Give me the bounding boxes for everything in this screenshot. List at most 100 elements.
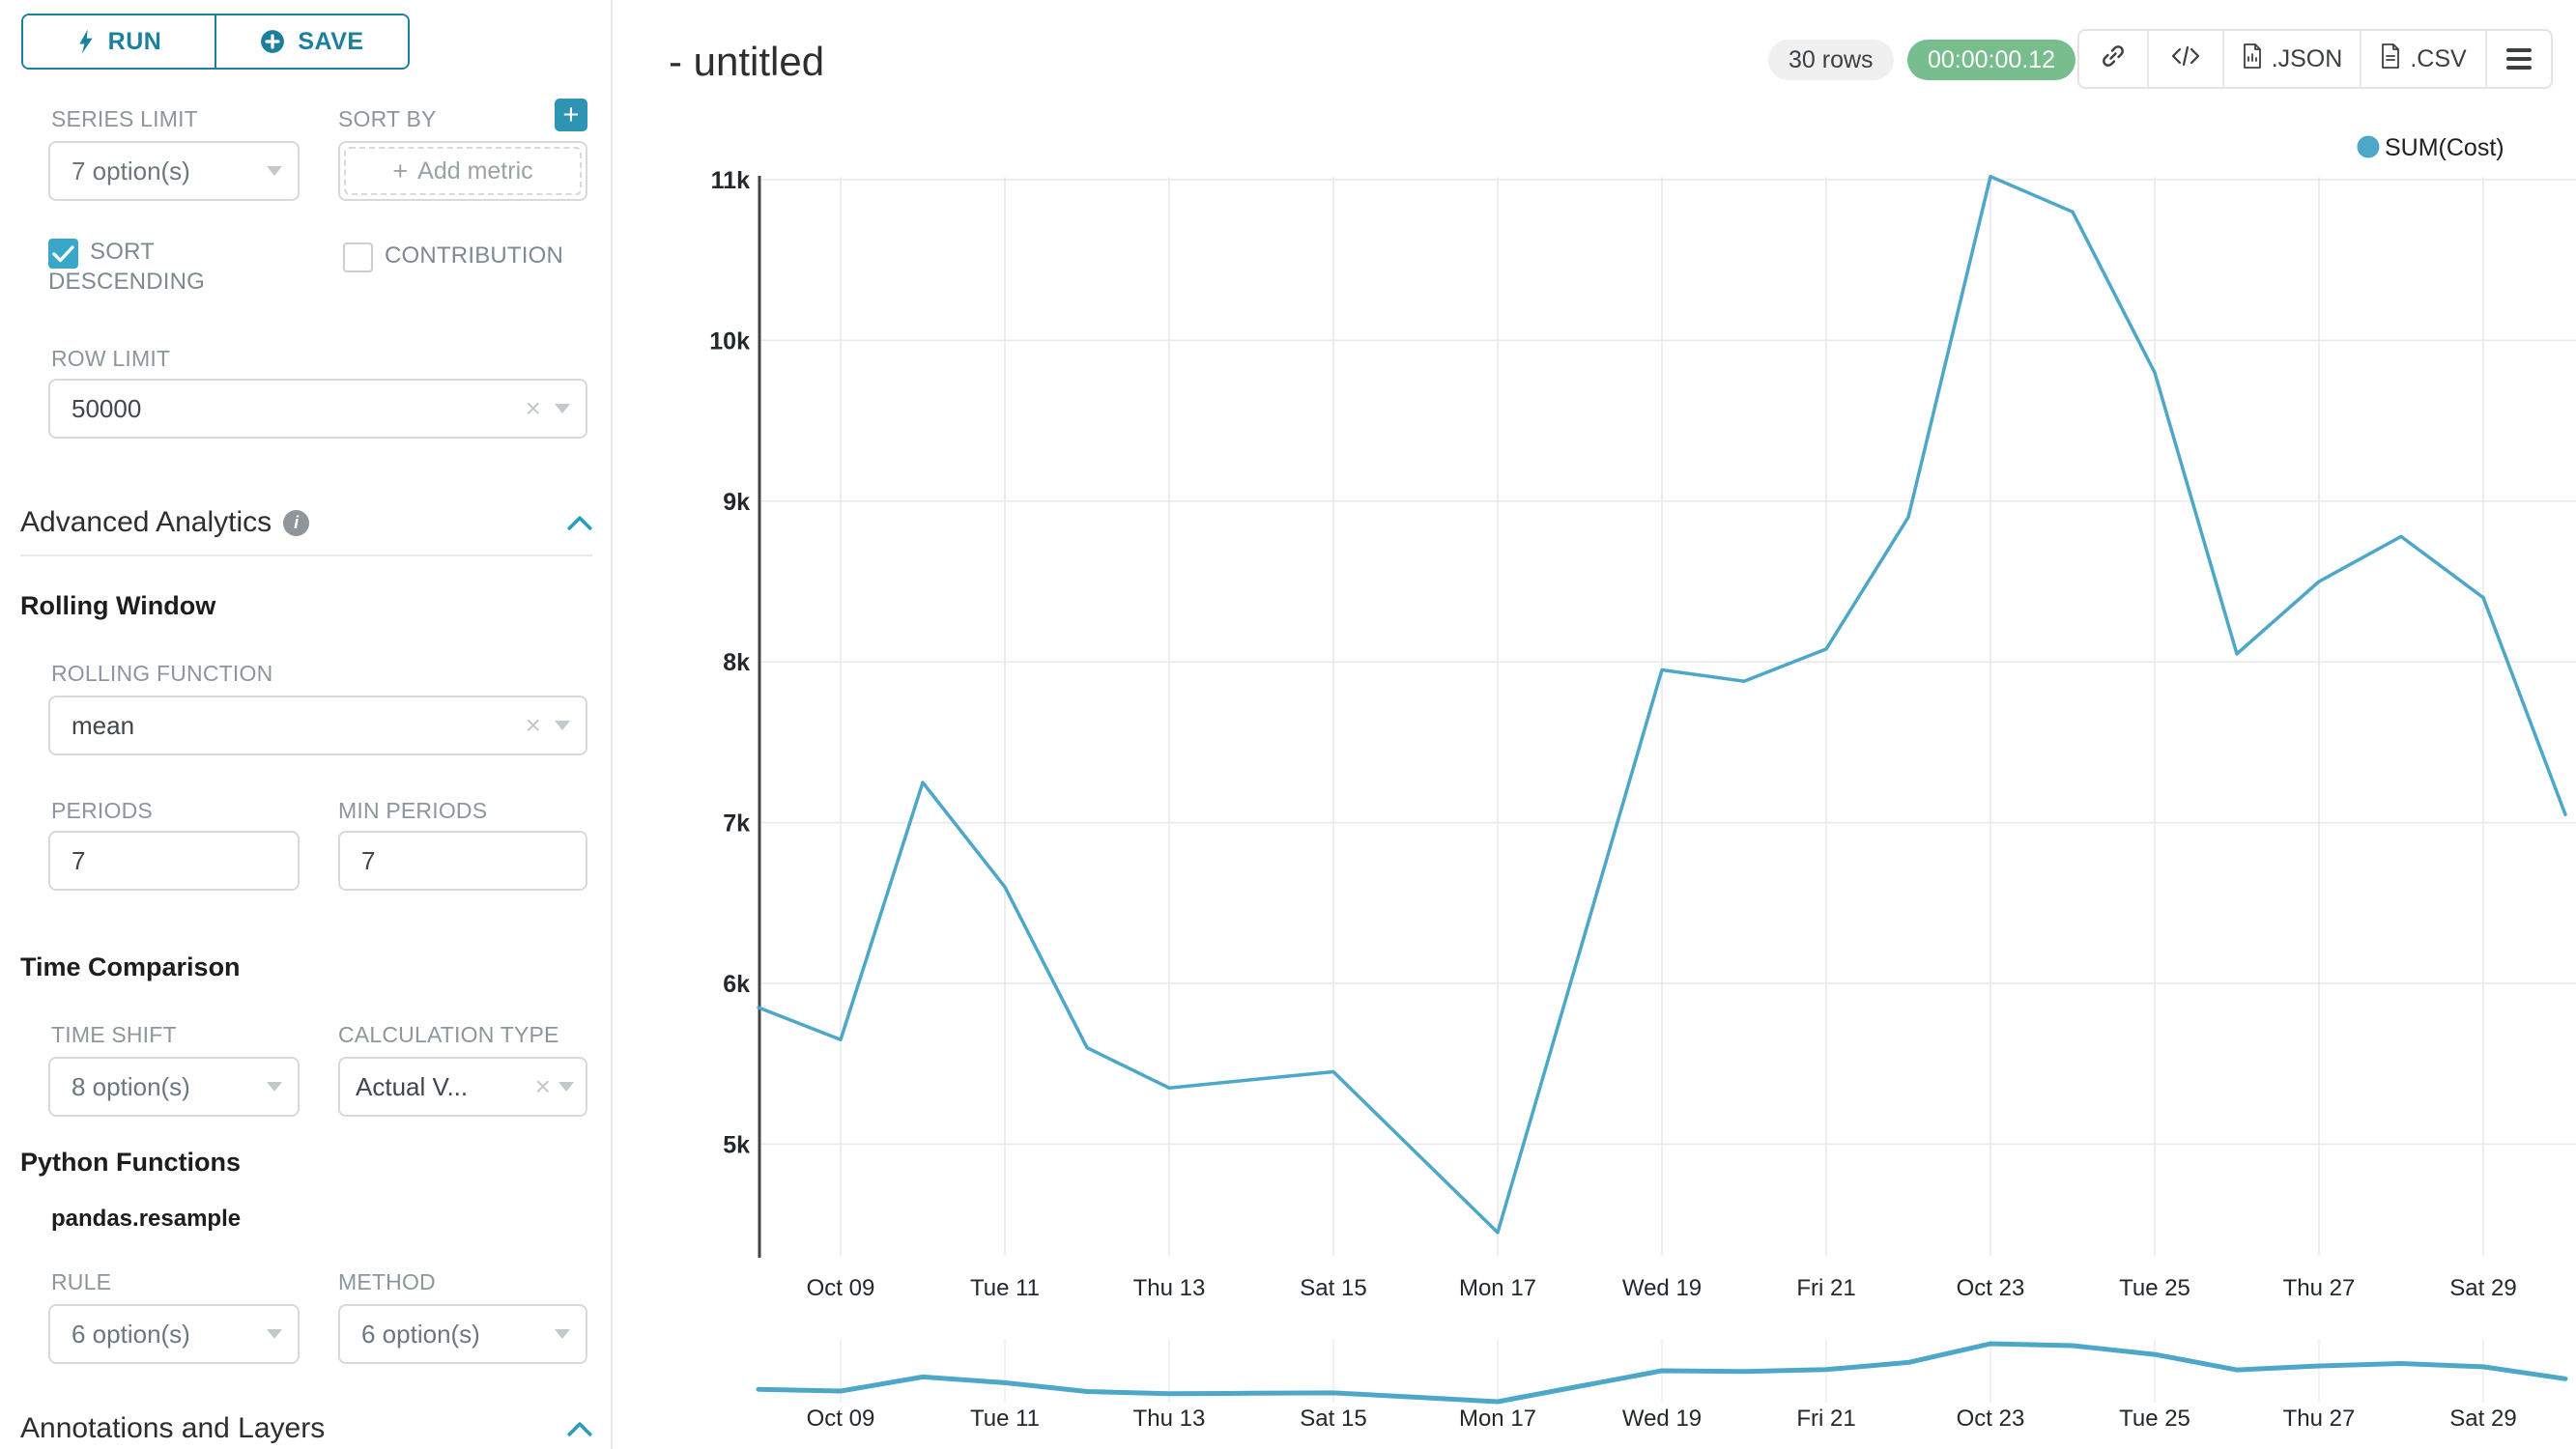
export-json-label: .JSON (2271, 44, 2343, 72)
hamburger-menu-icon (2506, 48, 2532, 70)
svg-text:Wed 19: Wed 19 (1622, 1406, 1702, 1432)
checkbox-checked-icon (48, 239, 78, 269)
svg-text:10k: 10k (709, 327, 750, 355)
rows-count-badge: 30 rows (1768, 40, 1894, 80)
svg-text:Oct 09: Oct 09 (807, 1275, 875, 1301)
row-limit-label: ROW LIMIT (51, 346, 171, 371)
code-icon (2171, 44, 2200, 74)
run-button-label: RUN (107, 27, 162, 55)
lightning-bolt-icon (76, 27, 96, 56)
sort-descending-checkbox[interactable]: SORT DESCENDING (48, 237, 232, 297)
svg-text:Wed 19: Wed 19 (1622, 1275, 1702, 1301)
x-axis-labels: Oct 09 Tue 11 Thu 13 Sat 15 Mon 17 Wed 19 Fri … (807, 1275, 2517, 1301)
svg-text:Tue 11: Tue 11 (970, 1275, 1040, 1301)
horizontal-gridlines (759, 179, 2576, 1146)
chevron-down-icon (267, 1329, 282, 1339)
min-periods-input[interactable]: 7 (338, 831, 587, 891)
svg-text:Fri 21: Fri 21 (1796, 1406, 1855, 1432)
method-select[interactable]: 6 option(s) (338, 1304, 587, 1364)
chart-title[interactable]: - untitled (669, 39, 825, 84)
svg-text:Sat 15: Sat 15 (1300, 1275, 1366, 1301)
sort-by-label: SORT BY (338, 106, 437, 131)
plus-circle-icon (260, 29, 285, 54)
advanced-analytics-title: Advanced Analytics (20, 506, 272, 538)
method-value: 6 option(s) (361, 1319, 480, 1349)
section-divider (20, 554, 592, 556)
json-file-icon (2242, 43, 2263, 75)
svg-text:Sat 29: Sat 29 (2449, 1406, 2516, 1432)
pandas-resample-title: pandas.resample (51, 1206, 242, 1232)
clear-icon[interactable]: × (525, 710, 541, 740)
periods-value: 7 (72, 845, 86, 875)
save-button-label: SAVE (298, 27, 364, 55)
svg-text:6k: 6k (723, 971, 750, 998)
rolling-function-select[interactable]: mean × (48, 696, 587, 755)
vertical-gridlines (840, 177, 2484, 1256)
time-shift-label: TIME SHIFT (51, 1022, 177, 1047)
svg-text:9k: 9k (723, 489, 750, 516)
time-shift-select[interactable]: 8 option(s) (48, 1057, 300, 1117)
series-limit-value: 7 option(s) (72, 156, 190, 185)
legend[interactable]: SUM(Cost) (2357, 134, 2504, 161)
row-limit-value: 50000 (72, 393, 142, 423)
sort-by-add-metric[interactable]: + Add metric (338, 141, 587, 201)
min-periods-value: 7 (361, 845, 376, 875)
add-metric-placeholder: Add metric (417, 156, 533, 185)
advanced-analytics-header[interactable]: Advanced Analytics i (20, 506, 592, 539)
save-button[interactable]: SAVE (215, 15, 408, 68)
contribution-label: CONTRIBUTION (385, 242, 564, 269)
calculation-type-select[interactable]: Actual V... × (338, 1057, 587, 1117)
svg-text:Tue 25: Tue 25 (2119, 1406, 2190, 1432)
time-shift-value: 8 option(s) (72, 1071, 190, 1101)
method-label: METHOD (338, 1269, 436, 1294)
legend-label: SUM(Cost) (2385, 134, 2504, 161)
view-query-button[interactable] (2147, 31, 2222, 87)
svg-text:Fri 21: Fri 21 (1796, 1275, 1855, 1301)
chevron-down-icon (555, 721, 570, 730)
more-options-button[interactable] (2485, 31, 2551, 87)
time-comparison-title: Time Comparison (20, 952, 241, 981)
export-csv-button[interactable]: .CSV (2360, 31, 2485, 87)
python-functions-title: Python Functions (20, 1148, 241, 1177)
annotations-header[interactable]: Annotations and Layers (20, 1412, 592, 1445)
rule-select[interactable]: 6 option(s) (48, 1304, 300, 1364)
chevron-down-icon (267, 1082, 282, 1092)
clear-icon[interactable]: × (525, 393, 541, 423)
copy-link-button[interactable] (2079, 31, 2147, 87)
mini-preview-chart[interactable]: Oct 09 Tue 11 Thu 13 Sat 15 Mon 17 Wed 19 Fri … (756, 1339, 2568, 1432)
min-periods-label: MIN PERIODS (338, 798, 488, 823)
csv-file-icon (2380, 43, 2401, 75)
calculation-type-value: Actual V... (356, 1071, 469, 1101)
chevron-up-icon[interactable] (567, 515, 592, 530)
cost-line-series (757, 174, 2567, 1235)
row-limit-select[interactable]: 50000 × (48, 379, 587, 439)
run-save-button-group: RUN SAVE (21, 14, 410, 70)
svg-text:Sat 29: Sat 29 (2449, 1275, 2516, 1301)
clear-icon[interactable]: × (534, 1071, 551, 1101)
rule-label: RULE (51, 1269, 112, 1294)
contribution-checkbox[interactable]: CONTRIBUTION (343, 241, 590, 272)
export-csv-label: .CSV (2410, 44, 2467, 72)
chart-actions-toolbar: .JSON .CSV (2077, 29, 2553, 89)
svg-text:5k: 5k (723, 1131, 750, 1158)
export-json-button[interactable]: .JSON (2222, 31, 2360, 87)
svg-text:Oct 23: Oct 23 (1957, 1275, 2025, 1301)
link-icon (2100, 43, 2127, 76)
info-icon[interactable]: i (283, 509, 310, 536)
svg-text:Tue 25: Tue 25 (2119, 1275, 2190, 1301)
svg-text:Mon 17: Mon 17 (1459, 1275, 1536, 1301)
add-sort-metric-plus-button[interactable]: + (555, 99, 587, 131)
svg-text:Sat 15: Sat 15 (1300, 1406, 1366, 1432)
chevron-down-icon (267, 166, 282, 176)
run-button[interactable]: RUN (23, 15, 215, 68)
chevron-down-icon (558, 1082, 574, 1092)
rolling-window-title: Rolling Window (20, 591, 216, 620)
series-limit-select[interactable]: 7 option(s) (48, 141, 300, 201)
series-limit-label: SERIES LIMIT (51, 106, 198, 131)
chevron-down-icon (555, 1329, 570, 1339)
chevron-up-icon[interactable] (567, 1421, 592, 1436)
svg-text:Mon 17: Mon 17 (1459, 1406, 1536, 1432)
periods-input[interactable]: 7 (48, 831, 300, 891)
svg-text:Thu 27: Thu 27 (2283, 1275, 2356, 1301)
